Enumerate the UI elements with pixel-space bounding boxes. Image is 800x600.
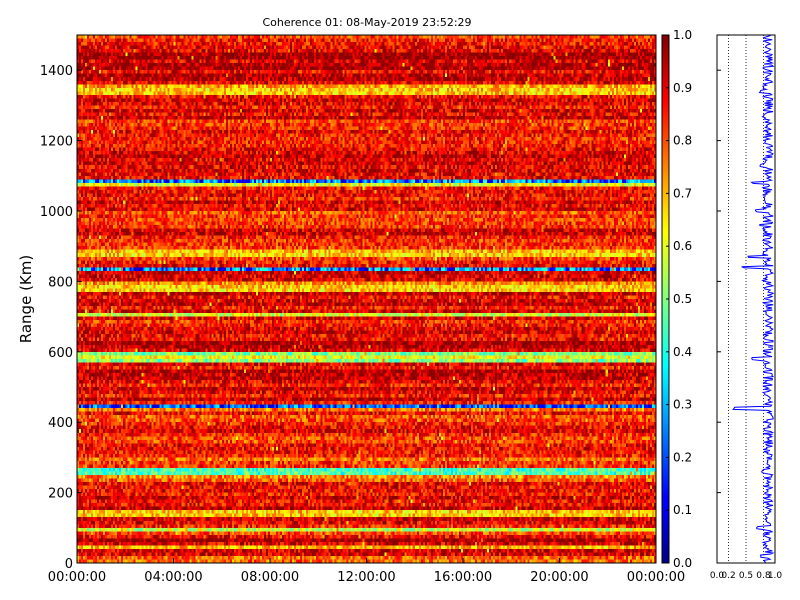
x-tick-label: 00:00:00	[48, 570, 106, 585]
profile-grid	[728, 35, 764, 563]
x-tick-label: 04:00:00	[144, 570, 202, 585]
profile-x-tick-label: 0.0	[710, 571, 725, 581]
y-axis: 0 200 400 600 800 1000 1200 1400	[40, 64, 82, 572]
y-tick-label: 1200	[40, 135, 73, 150]
colorbar-tick-label: 0.0	[673, 556, 692, 570]
colorbar-tick-label: 1.0	[673, 28, 692, 42]
y-axis-label: Range (Km)	[17, 255, 35, 343]
y-tick-label: 400	[48, 416, 73, 431]
y-tick-label: 0	[65, 557, 73, 572]
colorbar-tick-label: 0.1	[673, 503, 692, 517]
y-tick-label: 800	[48, 275, 73, 290]
y-tick-label: 1000	[40, 205, 73, 220]
y-tick-label: 1400	[40, 64, 73, 79]
y-tick-label: 600	[48, 346, 73, 361]
colorbar-ticks: 0.0 0.1 0.2 0.3 0.4 0.5 0.6 0.7 0.8 0.9 1.0	[666, 28, 692, 570]
colorbar-tick-label: 0.2	[673, 450, 692, 464]
colorbar-tick-label: 0.3	[673, 398, 692, 412]
y-tick-label: 200	[48, 487, 73, 502]
colorbar-tick-label: 0.6	[673, 239, 692, 253]
profile-x-tick-label: 0.5	[739, 571, 753, 581]
colorbar-tick-label: 0.4	[673, 345, 692, 359]
colorbar-tick-label: 0.9	[673, 81, 692, 95]
profile-ticks: 0.00.2 0.5 0.81.0	[710, 69, 783, 581]
profile-line	[731, 35, 775, 563]
profile-x-tick-label: 1.0	[768, 571, 783, 581]
x-tick-label: 16:00:00	[434, 570, 492, 585]
x-tick-label: 20:00:00	[530, 570, 588, 585]
chart-title: Coherence 01: 08-May-2019 23:52:29	[262, 16, 471, 29]
x-axis: 00:00:00 04:00:00 08:00:00 12:00:00 16:00:00…	[48, 558, 685, 585]
x-tick-label: 12:00:00	[337, 570, 395, 585]
colorbar-tick-label: 0.5	[673, 292, 692, 306]
colorbar-tick-label: 0.8	[673, 134, 692, 148]
colorbar-tick-label: 0.7	[673, 186, 692, 200]
x-tick-label: 00:00:00	[627, 570, 685, 585]
heatmap-image	[77, 35, 656, 563]
profile-x-tick-label: 0.2	[721, 571, 735, 581]
x-tick-label: 08:00:00	[241, 570, 299, 585]
profile-x-tick-label: 0.8	[756, 571, 771, 581]
